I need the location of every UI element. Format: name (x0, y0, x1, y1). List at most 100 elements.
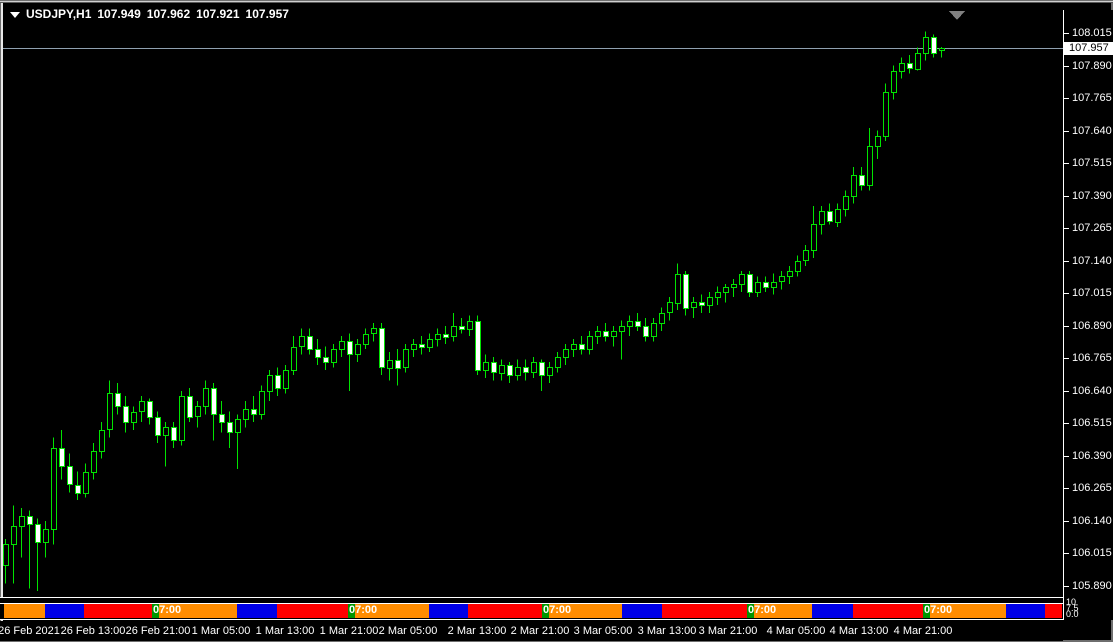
quote-low: 107.921 (196, 7, 240, 21)
time-axis-label: 26 Feb 21:00 (125, 625, 191, 637)
price-axis-label: 107.390 (1072, 189, 1112, 202)
candle-body (451, 326, 457, 337)
session-segment-red (468, 603, 542, 618)
quote-open: 107.949 (97, 7, 141, 21)
window-border-top-shadow (0, 2, 1113, 3)
time-axis-label: 3 Mar 21:00 (698, 625, 758, 637)
candle-body (19, 516, 25, 527)
candle-body (403, 349, 409, 368)
candle-body (155, 417, 161, 436)
price-axis-tick (1064, 553, 1069, 555)
candle-body (227, 422, 233, 433)
candle-body (283, 370, 289, 389)
candle-body (211, 388, 217, 415)
session-segment-green (542, 603, 549, 618)
candle-body (659, 313, 665, 324)
session-time-marker: 07:00 (349, 604, 378, 616)
candle-body (35, 524, 41, 543)
candle-body (107, 393, 113, 430)
window-border-bottom (0, 640, 1113, 642)
candle-body (243, 409, 249, 420)
candle-body (779, 276, 785, 282)
symbol-dropdown-icon[interactable] (10, 12, 20, 18)
candle-body (419, 344, 425, 348)
session-segment-orange (159, 603, 237, 618)
price-axis-label: 105.890 (1072, 580, 1112, 592)
candle-body (27, 516, 33, 525)
chart-shift-marker-icon (949, 11, 965, 20)
candle-body (939, 48, 945, 51)
time-axis[interactable]: 26 Feb 2021 26 Feb 13:00 26 Feb 21:00 1 Mar… (0, 621, 1063, 641)
candle-body (203, 388, 209, 407)
candle-body (195, 406, 201, 417)
price-axis-tick (1064, 130, 1069, 132)
candle-body (747, 274, 753, 293)
candle-body (547, 367, 553, 376)
candle-body (427, 339, 433, 348)
price-axis-tick (1064, 390, 1069, 392)
candle-body (459, 326, 465, 330)
candle-body (259, 391, 265, 415)
candle-body (627, 321, 633, 327)
session-time-marker: 07:00 (543, 604, 572, 616)
subwindow-splitter[interactable] (0, 597, 1063, 604)
time-axis-label: 26 Feb 13:00 (60, 625, 126, 637)
candle-body (323, 357, 329, 363)
price-axis-tick (1064, 98, 1069, 100)
candle-body (3, 544, 9, 566)
session-segment-blue (237, 603, 277, 618)
candle-body (291, 347, 297, 371)
candle-body (355, 344, 361, 355)
candle-body (883, 92, 889, 137)
candle-body (755, 282, 761, 293)
candle-body (187, 396, 193, 418)
candle-body (587, 336, 593, 350)
session-time-marker: 07:00 (924, 604, 953, 616)
candle-body (299, 336, 305, 347)
candle-body (803, 250, 809, 261)
time-axis-label: 2 Mar 21:00 (510, 625, 570, 637)
time-axis-label: 1 Mar 21:00 (319, 625, 379, 637)
candle-body (75, 485, 81, 494)
time-axis-label: 3 Mar 05:00 (573, 625, 633, 637)
candle-body (443, 334, 449, 338)
price-axis-label: 106.640 (1072, 384, 1112, 397)
session-segment-blue (45, 603, 84, 618)
price-axis[interactable]: 108.015 107.890 107.765 107.640 107.515 107.3… (1063, 10, 1113, 620)
session-segment-red (84, 603, 152, 618)
window-border-left (0, 3, 1, 642)
session-segment-green (923, 603, 930, 618)
candle-body (379, 328, 385, 368)
session-segment-red (853, 603, 923, 618)
candle-body (763, 282, 769, 288)
candle-body (307, 336, 313, 350)
candle-body (363, 334, 369, 345)
candle-body (515, 367, 521, 376)
candle-body (91, 451, 97, 473)
candle-body (123, 406, 129, 423)
candle-body (931, 37, 937, 54)
symbol-info-bar[interactable]: USDJPY,H1 107.949 107.962 107.921 107.957 (10, 7, 295, 21)
session-segment-orange (930, 603, 1006, 618)
candlestick-chart-area[interactable] (0, 0, 1063, 598)
candle-body (67, 466, 73, 485)
price-axis-label: 106.890 (1072, 319, 1112, 332)
candle-body (699, 302, 705, 306)
time-axis-label: 3 Mar 13:00 (637, 625, 697, 637)
candle-body (835, 209, 841, 223)
candle-body (923, 37, 929, 54)
candle-body (915, 53, 921, 70)
candle-body (387, 360, 393, 369)
candle-body (787, 271, 793, 277)
candle-body (43, 529, 49, 543)
session-segment-red (1045, 603, 1062, 618)
price-axis-tick (1064, 228, 1069, 230)
session-indicator-pane[interactable]: 07:00 07:00 07:00 07:00 07:00 (0, 602, 1063, 620)
price-axis-tick (1064, 488, 1069, 490)
session-segment-orange (4, 603, 45, 618)
candle-body (395, 360, 401, 369)
subwindow-scale-label: 10 (1066, 597, 1077, 607)
time-axis-label: 1 Mar 13:00 (255, 625, 315, 637)
session-segment-green (152, 603, 159, 618)
